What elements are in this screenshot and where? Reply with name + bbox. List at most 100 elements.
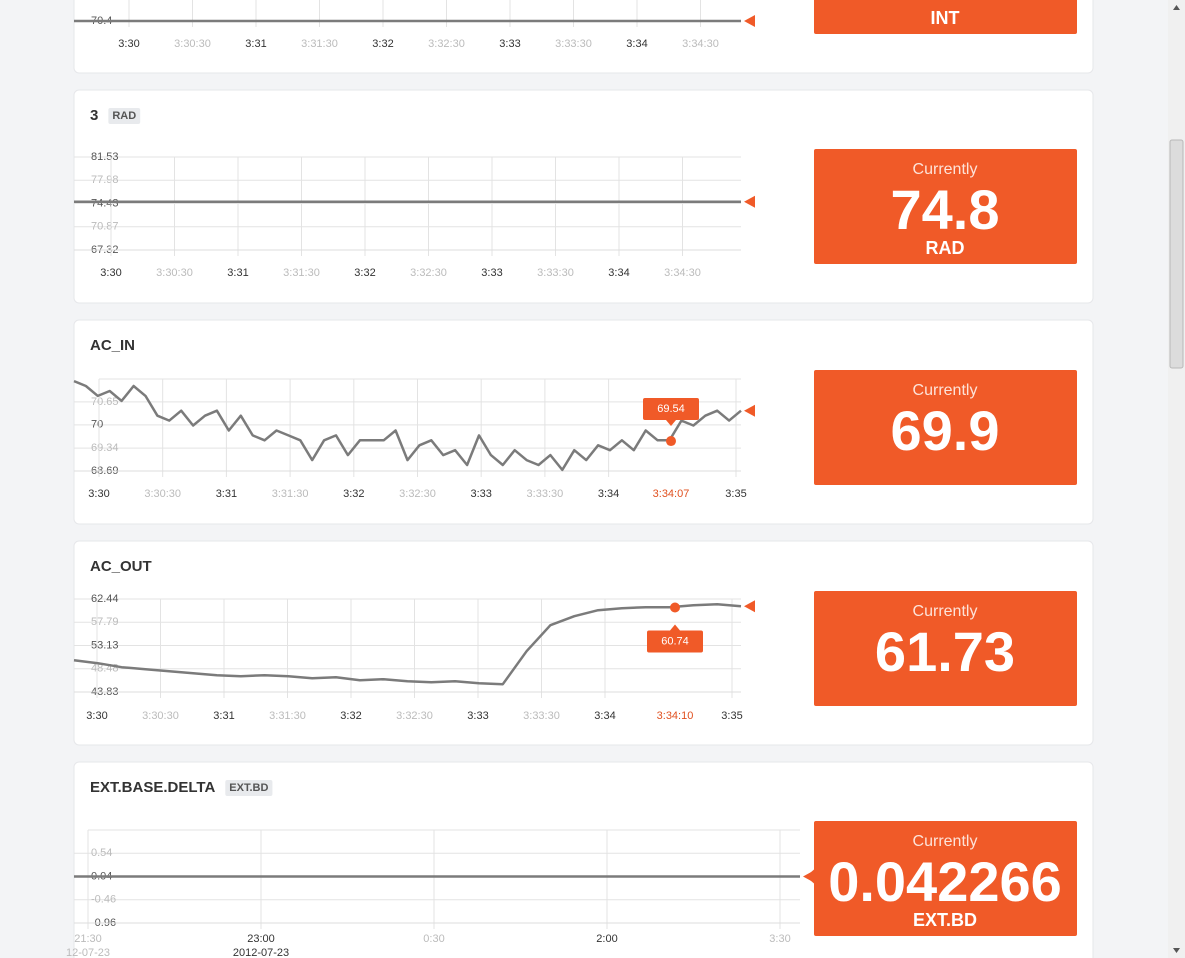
x-tick-label: 3:34 — [598, 488, 619, 500]
tooltip — [643, 398, 699, 421]
current-unit: INT — [931, 8, 960, 28]
current-unit: RAD — [926, 238, 965, 258]
y-tick-label: 69.34 — [91, 442, 119, 454]
x-tick-label: 3:30:30 — [174, 38, 211, 50]
current-label: Currently — [913, 833, 978, 850]
current-box — [814, 370, 1077, 485]
panel-title: 3 — [90, 107, 98, 124]
current-box — [814, 821, 1077, 936]
badge — [225, 780, 273, 796]
x-tick-label: 3:31:30 — [283, 267, 320, 279]
panel-title: AC_OUT — [90, 558, 152, 575]
badge-label: EXT.BD — [229, 782, 268, 794]
tooltip-value: 60.74 — [661, 635, 689, 647]
tooltip-arrow — [670, 624, 680, 631]
current-value: 0.042266 — [828, 850, 1062, 913]
x-tick-label: 3:32 — [354, 267, 375, 279]
current-value: 61.73 — [875, 620, 1015, 683]
x-tick-sublabel: 12-07-23 — [66, 947, 110, 958]
x-tick-label: 3:35 — [721, 710, 742, 722]
panel-title: AC_IN — [90, 337, 135, 354]
hover-time: 3:34:10 — [657, 710, 694, 722]
x-tick-label: 3:34:30 — [682, 38, 719, 50]
current-marker — [744, 195, 755, 208]
x-tick-label: 3:31 — [227, 267, 248, 279]
y-tick-label: 53.13 — [91, 639, 119, 651]
x-tick-label: 3:33 — [499, 38, 520, 50]
x-tick-label: 3:30 — [769, 933, 790, 945]
x-tick-label: 21:30 — [74, 933, 102, 945]
series-line — [73, 379, 742, 472]
x-tick-label: 3:33:30 — [527, 488, 564, 500]
x-tick-label: 3:30 — [100, 267, 121, 279]
y-tick-label: 77.98 — [91, 174, 119, 186]
y-tick-label: 70 — [91, 419, 103, 431]
x-tick-label: 0:30 — [423, 933, 444, 945]
current-label: Currently — [913, 382, 978, 399]
x-tick-label: 3:32 — [372, 38, 393, 50]
y-tick-label: 57.79 — [91, 616, 119, 628]
scrollbar-thumb[interactable] — [1169, 139, 1184, 369]
current-label: Currently — [913, 603, 978, 620]
tooltip-arrow — [666, 420, 676, 427]
series-line — [73, 602, 742, 686]
current-box — [814, 0, 1077, 34]
badge-label: RAD — [112, 110, 136, 122]
box-pointer — [806, 869, 814, 884]
current-marker — [744, 404, 755, 417]
x-tick-label: 2:00 — [596, 933, 617, 945]
hover-time-bg — [650, 708, 700, 724]
x-tick-label: 3:33 — [481, 267, 502, 279]
x-tick-label: 3:33:30 — [537, 267, 574, 279]
x-tick-label: 3:30 — [88, 488, 109, 500]
y-tick-label: 70.87 — [91, 221, 119, 233]
current-value: 69.9 — [891, 399, 1000, 462]
x-tick-label: 3:30 — [118, 38, 139, 50]
x-tick-label: 3:34 — [594, 710, 615, 722]
x-tick-label: 3:32:30 — [399, 488, 436, 500]
x-tick-label: 3:33 — [467, 710, 488, 722]
current-box — [814, 591, 1077, 706]
x-tick-label: 3:31 — [213, 710, 234, 722]
x-tick-label: 3:34 — [626, 38, 647, 50]
x-tick-label: 3:31:30 — [272, 488, 309, 500]
x-tick-label: 3:33:30 — [523, 710, 560, 722]
current-value: 74.8 — [891, 178, 1000, 241]
panel: 70.43:30 3:30:30 3:31 3:31:30 3:32 3:32:30 3:3… — [73, 0, 1094, 74]
y-tick-label: 81.53 — [91, 151, 119, 163]
y-tick-label: 62.44 — [91, 593, 119, 605]
x-tick-label: 3:32:30 — [396, 710, 433, 722]
y-tick-label: 0.54 — [91, 847, 112, 859]
y-tick-label: -0.46 — [91, 894, 116, 906]
y-tick-label: 70.65 — [91, 396, 119, 408]
x-tick-label: 3:30 — [86, 710, 107, 722]
x-tick-sublabel: 2012-07-23 — [233, 947, 289, 958]
current-unit: EXT.BD — [913, 910, 977, 930]
x-tick-label: 3:32:30 — [410, 267, 447, 279]
panel: EXT.BASE.DELTA EXT.BD0.540.04-0.46-0.9621… — [66, 761, 1094, 958]
x-tick-label: 3:34:30 — [664, 267, 701, 279]
tooltip — [647, 630, 703, 653]
x-tick-label: 3:30:30 — [144, 488, 181, 500]
tooltip-value: 69.54 — [657, 403, 685, 415]
x-tick-label: 3:30:30 — [156, 267, 193, 279]
x-tick-label: 3:33 — [470, 488, 491, 500]
x-tick-label: 23:00 — [247, 933, 275, 945]
x-tick-label: 3:32:30 — [428, 38, 465, 50]
x-tick-label: 3:31:30 — [301, 38, 338, 50]
x-tick-label: 3:30:30 — [142, 710, 179, 722]
x-tick-label: 3:32 — [340, 710, 361, 722]
hover-time-bg — [646, 486, 696, 502]
x-tick-label: 3:32 — [343, 488, 364, 500]
x-tick-label: 3:31 — [245, 38, 266, 50]
current-box — [814, 149, 1077, 264]
badge — [108, 108, 141, 124]
hover-time: 3:34:07 — [653, 488, 690, 500]
x-tick-label: 3:34 — [608, 267, 629, 279]
x-tick-label: 3:33:30 — [555, 38, 592, 50]
current-marker — [744, 600, 755, 613]
